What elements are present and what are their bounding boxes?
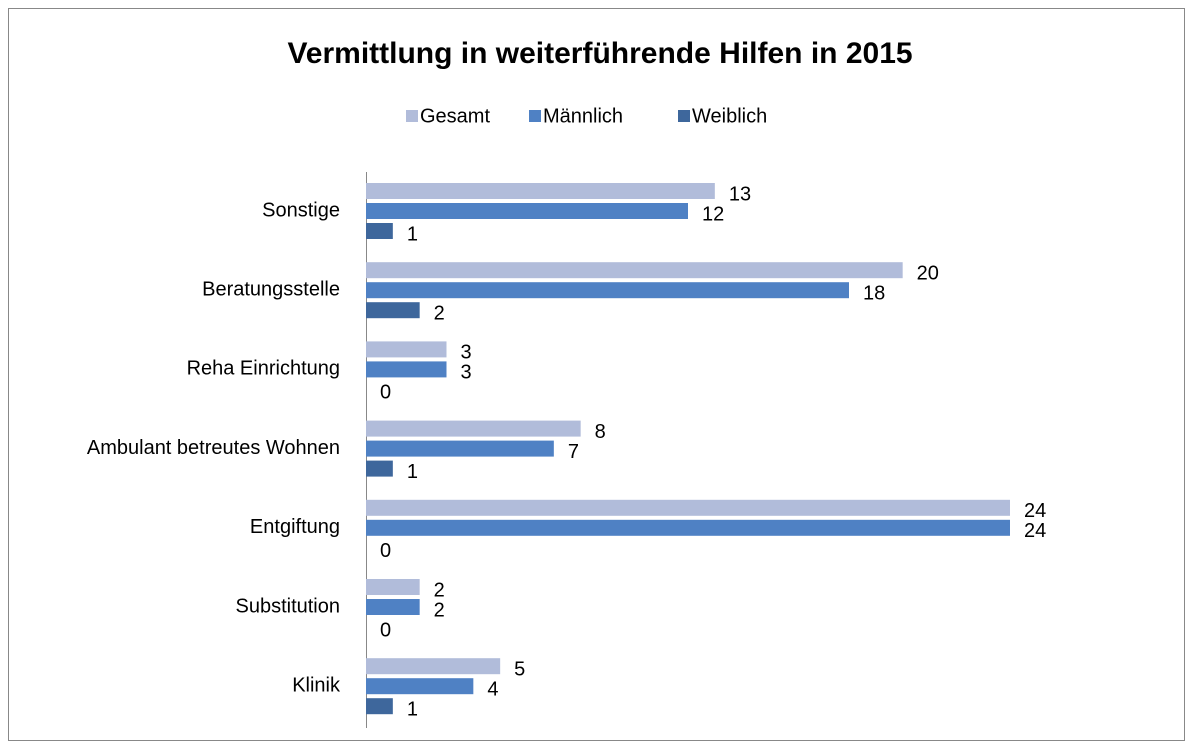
bar	[366, 658, 501, 675]
legend-swatch	[529, 110, 541, 122]
legend-label: Weiblich	[692, 105, 767, 127]
data-label: 1	[407, 223, 418, 245]
y-tick-label: Entgiftung	[250, 516, 340, 538]
bar	[366, 519, 1010, 536]
bar	[366, 302, 420, 319]
y-tick-label: Reha Einrichtung	[187, 358, 340, 380]
bar	[366, 460, 393, 477]
data-label: 8	[595, 421, 606, 443]
legend-label: Gesamt	[420, 105, 490, 127]
data-label: 24	[1024, 500, 1046, 522]
legend-swatch	[406, 110, 418, 122]
data-label: 3	[461, 342, 472, 364]
bar	[366, 203, 688, 219]
data-label: 3	[461, 362, 472, 384]
data-label: 2	[434, 302, 445, 324]
legend-label: Männlich	[543, 105, 623, 127]
y-tick-label: Beratungsstelle	[202, 278, 340, 300]
data-label: 18	[863, 282, 885, 304]
bar	[366, 223, 393, 239]
bar	[366, 262, 903, 279]
bar	[366, 440, 554, 457]
bar	[366, 282, 849, 299]
bar	[366, 678, 474, 695]
data-label: 1	[407, 461, 418, 483]
data-label: 7	[568, 441, 579, 463]
bar	[366, 599, 420, 615]
legend-swatch	[678, 110, 690, 122]
y-tick-label: Sonstige	[262, 199, 340, 221]
bar	[366, 361, 447, 378]
data-label: 12	[702, 203, 724, 225]
data-label: 13	[729, 183, 751, 205]
bar	[366, 341, 447, 358]
chart-border	[8, 8, 1185, 741]
bar	[366, 499, 1010, 516]
chart-title: Vermittlung in weiterführende Hilfen in …	[287, 37, 912, 70]
data-label: 20	[917, 262, 939, 284]
bar	[366, 698, 393, 715]
data-label: 0	[380, 540, 391, 562]
data-label: 2	[434, 599, 445, 621]
data-label: 1	[407, 698, 418, 720]
data-label: 0	[380, 382, 391, 404]
bar	[366, 420, 581, 437]
data-label: 2	[434, 579, 445, 601]
y-tick-label: Klinik	[292, 674, 341, 696]
bar	[366, 183, 715, 199]
y-tick-label: Ambulant betreutes Wohnen	[87, 437, 340, 459]
y-tick-label: Substitution	[235, 595, 340, 617]
data-label: 5	[514, 658, 525, 680]
data-label: 0	[380, 619, 391, 641]
bar	[366, 579, 420, 595]
data-label: 4	[487, 678, 498, 700]
data-label: 24	[1024, 520, 1046, 542]
